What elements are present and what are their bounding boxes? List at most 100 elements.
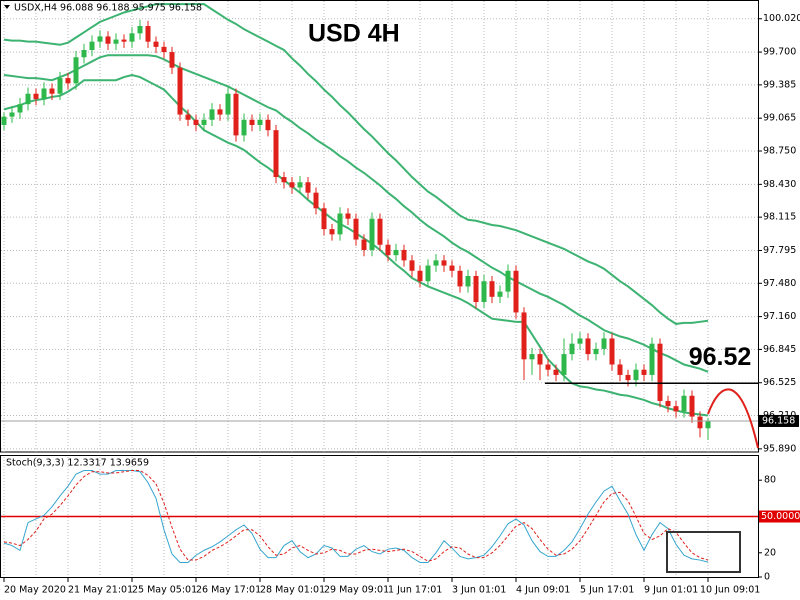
candle-body xyxy=(97,36,103,42)
candle-body xyxy=(137,26,143,34)
candle-body xyxy=(585,338,591,355)
candle-body xyxy=(489,281,495,297)
candle-body xyxy=(121,39,127,42)
y-tick-label: 98.115 xyxy=(763,212,796,223)
x-tick-label: 28 May 01:01 xyxy=(260,585,325,596)
candle-body xyxy=(393,249,399,256)
candle-body xyxy=(9,112,15,117)
candle-body xyxy=(81,49,87,58)
candle-body xyxy=(545,364,551,370)
candle-body xyxy=(521,312,527,360)
candle-body xyxy=(617,364,623,375)
candle-body xyxy=(249,119,255,125)
stoch-header: Stoch(9,3,3) 12.3317 13.9659 xyxy=(6,458,149,469)
candle-body xyxy=(105,36,111,44)
level-label: 50.0000 xyxy=(761,511,800,522)
candle-body xyxy=(481,281,487,303)
candle-body xyxy=(329,229,335,235)
candle-body xyxy=(601,338,607,349)
candle-body xyxy=(17,104,23,113)
candle-body xyxy=(673,406,679,412)
x-tick-label: 25 May 05:01 xyxy=(132,585,197,596)
candle-body xyxy=(257,119,263,125)
candle-body xyxy=(193,119,199,125)
y-tick-label: 80 xyxy=(764,475,776,486)
stoch-panel-frame xyxy=(0,455,759,578)
candle-body xyxy=(265,119,271,131)
candle-body xyxy=(153,41,159,47)
candle-body xyxy=(401,249,407,261)
candle-body xyxy=(593,348,599,355)
candle-body xyxy=(129,33,135,42)
candle-body xyxy=(281,177,287,183)
y-tick-label: 99.065 xyxy=(763,113,796,124)
candle-body xyxy=(417,270,423,282)
candle-body xyxy=(497,291,503,297)
candle-body xyxy=(569,343,575,355)
candle-body xyxy=(321,208,327,230)
y-tick-label: 99.385 xyxy=(763,79,796,90)
candle-body xyxy=(185,114,191,120)
last-price-box xyxy=(759,414,799,427)
candle-body xyxy=(705,420,711,429)
main-panel-frame xyxy=(0,0,759,453)
projection-curve xyxy=(707,388,759,449)
last-price-label: 96.158 xyxy=(762,415,795,426)
candle-body xyxy=(273,130,279,178)
candle-body xyxy=(57,78,63,94)
candle-body xyxy=(361,239,367,250)
candle-body xyxy=(409,260,415,271)
candle-body xyxy=(89,41,95,50)
candle-body xyxy=(665,400,671,407)
candle-body xyxy=(697,416,703,429)
y-tick-label: 95.890 xyxy=(763,443,796,454)
candle-body xyxy=(1,116,7,125)
bollinger-middle xyxy=(3,54,709,373)
candle-body xyxy=(41,88,47,99)
candle-body xyxy=(505,270,511,292)
candle-body xyxy=(457,270,463,287)
candle-body xyxy=(385,244,391,256)
y-tick-label: 98.750 xyxy=(763,146,796,157)
candle-body xyxy=(241,119,247,136)
level-label: 96.52 xyxy=(689,343,752,371)
x-tick-label: 10 Jun 09:01 xyxy=(700,585,760,596)
candle-body xyxy=(113,39,119,44)
stoch-line xyxy=(3,470,709,563)
y-tick-label: 100.020 xyxy=(763,13,800,24)
candle-body xyxy=(313,192,319,209)
candle-body xyxy=(641,369,647,375)
candle-body xyxy=(465,275,471,287)
x-tick-label: 26 May 17:01 xyxy=(196,585,261,596)
bollinger-upper xyxy=(3,3,709,325)
candle-body xyxy=(633,369,639,381)
candle-body xyxy=(625,374,631,381)
candle-body xyxy=(441,260,447,266)
y-tick-label: 20 xyxy=(764,547,776,558)
candle-body xyxy=(289,182,295,188)
candle-body xyxy=(433,260,439,266)
candle-body xyxy=(561,354,567,375)
candle-body xyxy=(225,93,231,115)
candle-body xyxy=(577,338,583,344)
candle-body xyxy=(609,338,615,365)
candle-body xyxy=(65,78,71,84)
y-tick-label: 97.160 xyxy=(763,311,796,322)
candle-body xyxy=(305,182,311,193)
candle-body xyxy=(169,52,175,68)
candle-body xyxy=(353,218,359,240)
y-tick-label: 0 xyxy=(764,572,770,583)
candle-body xyxy=(553,369,559,375)
candle-body xyxy=(473,275,479,303)
candle-body xyxy=(209,109,215,120)
candle-body xyxy=(297,182,303,188)
candle-body xyxy=(377,218,383,245)
candle-body xyxy=(537,354,543,365)
candle-body xyxy=(513,270,519,313)
candle-body xyxy=(201,119,207,125)
chart-header: USDX,H4 96.088 96.188 95.975 96.158 xyxy=(14,3,202,14)
y-tick-label: 96.525 xyxy=(763,377,796,388)
candle-body xyxy=(337,213,343,235)
